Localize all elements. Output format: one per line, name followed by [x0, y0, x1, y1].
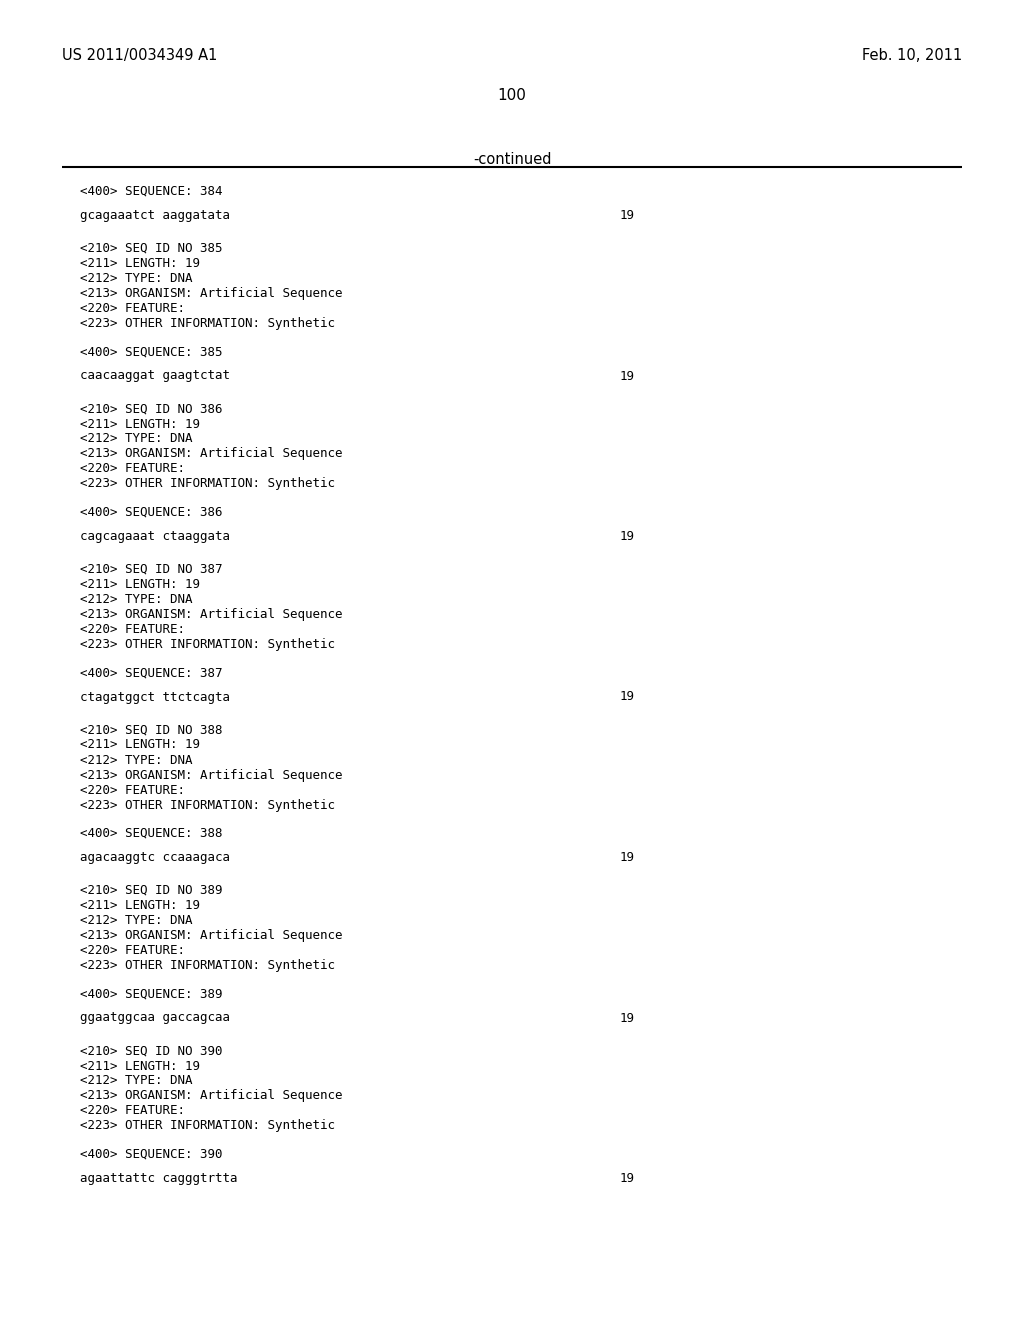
Text: <213> ORGANISM: Artificial Sequence: <213> ORGANISM: Artificial Sequence — [80, 609, 342, 620]
Text: <211> LENGTH: 19: <211> LENGTH: 19 — [80, 417, 200, 430]
Text: 19: 19 — [620, 1011, 635, 1024]
Text: <400> SEQUENCE: 387: <400> SEQUENCE: 387 — [80, 667, 222, 680]
Text: caacaaggat gaagtctat: caacaaggat gaagtctat — [80, 370, 230, 383]
Text: <213> ORGANISM: Artificial Sequence: <213> ORGANISM: Artificial Sequence — [80, 447, 342, 461]
Text: <220> FEATURE:: <220> FEATURE: — [80, 462, 185, 475]
Text: 19: 19 — [620, 370, 635, 383]
Text: gcagaaatct aaggatata: gcagaaatct aaggatata — [80, 209, 230, 222]
Text: <212> TYPE: DNA: <212> TYPE: DNA — [80, 433, 193, 446]
Text: <210> SEQ ID NO 387: <210> SEQ ID NO 387 — [80, 564, 222, 576]
Text: <213> ORGANISM: Artificial Sequence: <213> ORGANISM: Artificial Sequence — [80, 286, 342, 300]
Text: <400> SEQUENCE: 388: <400> SEQUENCE: 388 — [80, 828, 222, 840]
Text: 19: 19 — [620, 531, 635, 543]
Text: ggaatggcaa gaccagcaa: ggaatggcaa gaccagcaa — [80, 1011, 230, 1024]
Text: -continued: -continued — [473, 152, 551, 168]
Text: 19: 19 — [620, 690, 635, 704]
Text: agacaaggtc ccaaagaca: agacaaggtc ccaaagaca — [80, 851, 230, 865]
Text: <400> SEQUENCE: 389: <400> SEQUENCE: 389 — [80, 987, 222, 1001]
Text: 19: 19 — [620, 851, 635, 865]
Text: cagcagaaat ctaaggata: cagcagaaat ctaaggata — [80, 531, 230, 543]
Text: <223> OTHER INFORMATION: Synthetic: <223> OTHER INFORMATION: Synthetic — [80, 799, 335, 812]
Text: <220> FEATURE:: <220> FEATURE: — [80, 302, 185, 315]
Text: <211> LENGTH: 19: <211> LENGTH: 19 — [80, 257, 200, 271]
Text: agaattattc cagggtrtta: agaattattc cagggtrtta — [80, 1172, 238, 1185]
Text: <210> SEQ ID NO 386: <210> SEQ ID NO 386 — [80, 403, 222, 416]
Text: 100: 100 — [498, 88, 526, 103]
Text: <213> ORGANISM: Artificial Sequence: <213> ORGANISM: Artificial Sequence — [80, 929, 342, 942]
Text: <211> LENGTH: 19: <211> LENGTH: 19 — [80, 738, 200, 751]
Text: <220> FEATURE:: <220> FEATURE: — [80, 784, 185, 796]
Text: <211> LENGTH: 19: <211> LENGTH: 19 — [80, 578, 200, 591]
Text: <212> TYPE: DNA: <212> TYPE: DNA — [80, 754, 193, 767]
Text: <212> TYPE: DNA: <212> TYPE: DNA — [80, 913, 193, 927]
Text: <211> LENGTH: 19: <211> LENGTH: 19 — [80, 899, 200, 912]
Text: <400> SEQUENCE: 385: <400> SEQUENCE: 385 — [80, 346, 222, 359]
Text: <220> FEATURE:: <220> FEATURE: — [80, 944, 185, 957]
Text: <213> ORGANISM: Artificial Sequence: <213> ORGANISM: Artificial Sequence — [80, 768, 342, 781]
Text: ctagatggct ttctcagta: ctagatggct ttctcagta — [80, 690, 230, 704]
Text: <210> SEQ ID NO 389: <210> SEQ ID NO 389 — [80, 884, 222, 898]
Text: <223> OTHER INFORMATION: Synthetic: <223> OTHER INFORMATION: Synthetic — [80, 1119, 335, 1133]
Text: 19: 19 — [620, 1172, 635, 1185]
Text: <210> SEQ ID NO 385: <210> SEQ ID NO 385 — [80, 242, 222, 255]
Text: <212> TYPE: DNA: <212> TYPE: DNA — [80, 593, 193, 606]
Text: <400> SEQUENCE: 384: <400> SEQUENCE: 384 — [80, 185, 222, 198]
Text: <223> OTHER INFORMATION: Synthetic: <223> OTHER INFORMATION: Synthetic — [80, 317, 335, 330]
Text: 19: 19 — [620, 209, 635, 222]
Text: <220> FEATURE:: <220> FEATURE: — [80, 1105, 185, 1118]
Text: <400> SEQUENCE: 386: <400> SEQUENCE: 386 — [80, 506, 222, 519]
Text: <211> LENGTH: 19: <211> LENGTH: 19 — [80, 1060, 200, 1072]
Text: <212> TYPE: DNA: <212> TYPE: DNA — [80, 1074, 193, 1088]
Text: <220> FEATURE:: <220> FEATURE: — [80, 623, 185, 636]
Text: <223> OTHER INFORMATION: Synthetic: <223> OTHER INFORMATION: Synthetic — [80, 960, 335, 972]
Text: <213> ORGANISM: Artificial Sequence: <213> ORGANISM: Artificial Sequence — [80, 1089, 342, 1102]
Text: <212> TYPE: DNA: <212> TYPE: DNA — [80, 272, 193, 285]
Text: Feb. 10, 2011: Feb. 10, 2011 — [862, 48, 962, 63]
Text: <210> SEQ ID NO 388: <210> SEQ ID NO 388 — [80, 723, 222, 737]
Text: <400> SEQUENCE: 390: <400> SEQUENCE: 390 — [80, 1148, 222, 1162]
Text: <223> OTHER INFORMATION: Synthetic: <223> OTHER INFORMATION: Synthetic — [80, 638, 335, 651]
Text: US 2011/0034349 A1: US 2011/0034349 A1 — [62, 48, 217, 63]
Text: <210> SEQ ID NO 390: <210> SEQ ID NO 390 — [80, 1044, 222, 1057]
Text: <223> OTHER INFORMATION: Synthetic: <223> OTHER INFORMATION: Synthetic — [80, 478, 335, 491]
